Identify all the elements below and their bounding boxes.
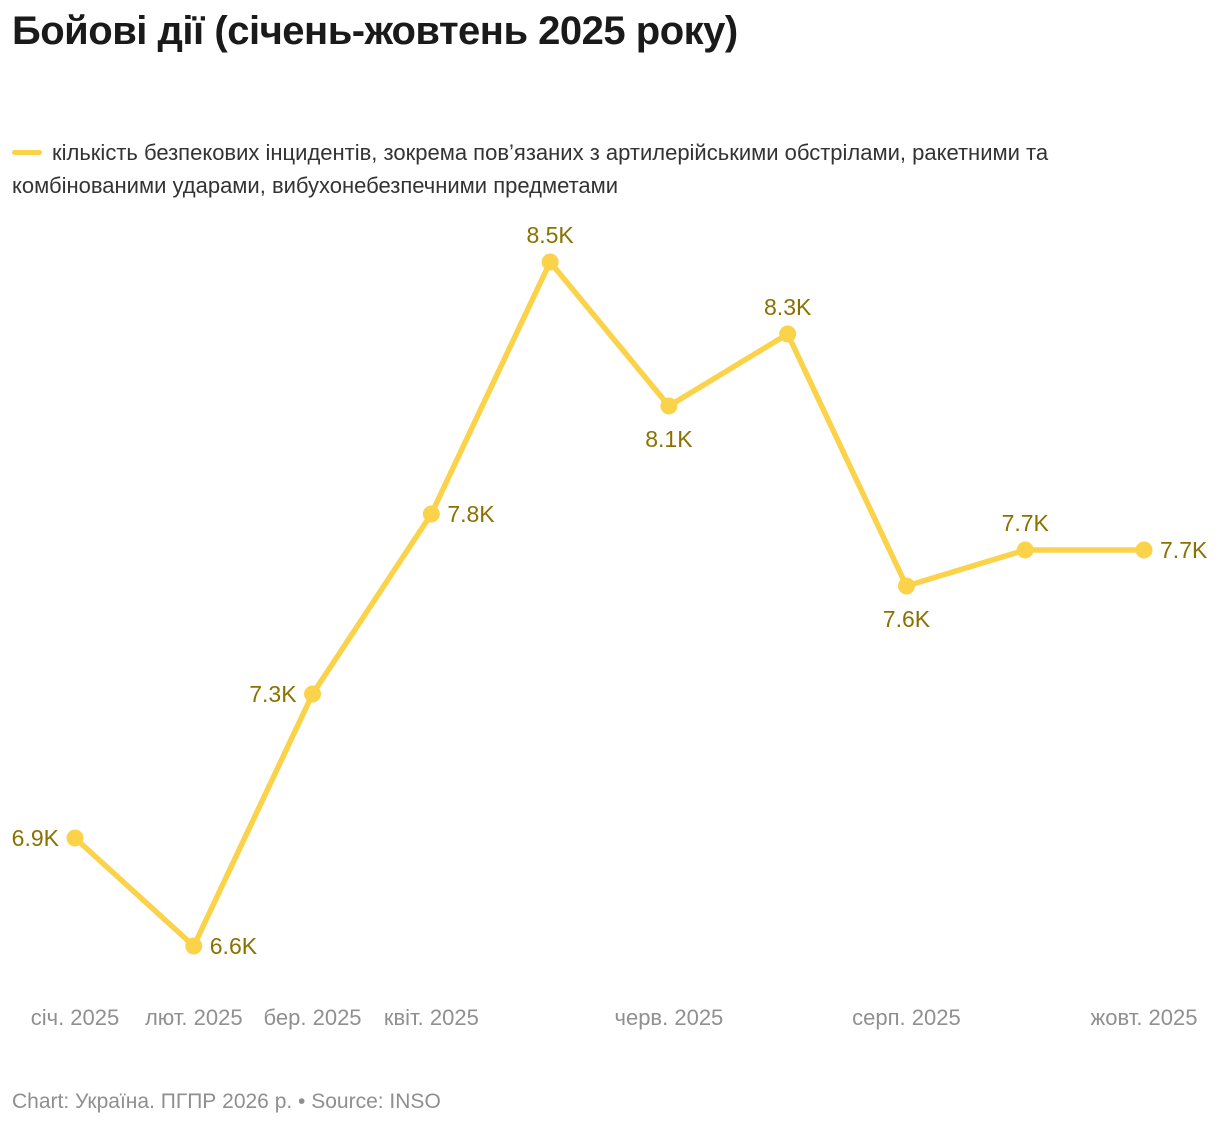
x-axis-label: серп. 2025 (852, 1005, 961, 1030)
data-point-label: 7.3K (249, 681, 297, 707)
data-point-label: 8.1K (645, 426, 693, 452)
data-point-label: 6.9K (12, 825, 60, 851)
data-point-label: 7.7K (1002, 510, 1050, 536)
legend-label: кількість безпекових інцидентів, зокрема… (12, 140, 1049, 198)
data-point-label: 7.7K (1160, 537, 1208, 563)
x-axis-label: лют. 2025 (145, 1005, 243, 1030)
x-axis-label: квіт. 2025 (384, 1005, 479, 1030)
x-axis-label: бер. 2025 (264, 1005, 362, 1030)
x-axis-label: січ. 2025 (31, 1005, 120, 1030)
chart-title: Бойові дії (січень-жовтень 2025 року) (12, 9, 738, 53)
data-point-label: 7.6K (883, 606, 931, 632)
data-point (304, 685, 322, 703)
data-point (779, 325, 797, 343)
data-point (897, 577, 915, 595)
data-point (1016, 541, 1034, 559)
legend: кількість безпекових інцидентів, зокрема… (12, 136, 1182, 202)
data-point (185, 937, 203, 955)
data-point (541, 253, 559, 271)
data-point (422, 505, 440, 523)
data-point (660, 397, 678, 415)
data-point-label: 8.3K (764, 294, 812, 320)
data-point-label: 7.8K (447, 501, 495, 527)
x-axis-label: жовт. 2025 (1091, 1005, 1198, 1030)
chart-footer: Chart: Україна. ПГПР 2026 р. • Source: I… (12, 1090, 441, 1113)
data-line (72, 259, 1147, 949)
legend-line-swatch-icon (12, 149, 42, 155)
data-point (1135, 541, 1153, 559)
data-point (66, 829, 84, 847)
x-axis-label: черв. 2025 (615, 1005, 724, 1030)
data-point-label: 6.6K (210, 933, 258, 959)
data-point-label: 8.5K (526, 222, 574, 248)
